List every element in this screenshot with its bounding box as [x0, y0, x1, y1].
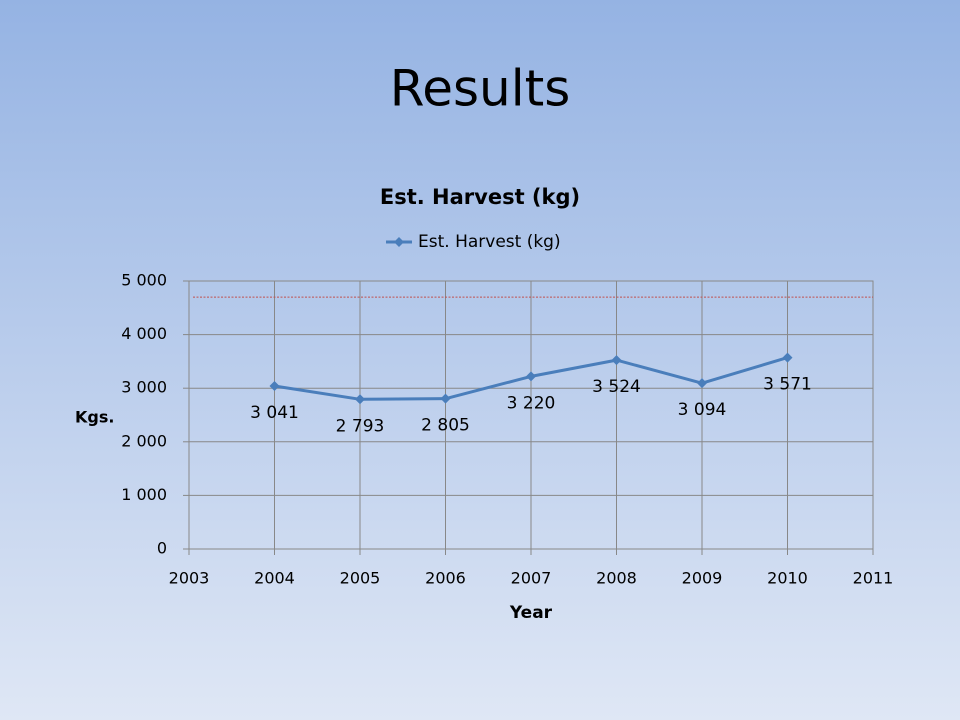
- y-tick-label: 2 000: [121, 431, 167, 450]
- marker: [440, 393, 451, 404]
- marker: [782, 352, 793, 363]
- legend-label: Est. Harvest (kg): [418, 232, 561, 252]
- x-tick-label: 2003: [169, 569, 210, 588]
- y-tick-label: 3 000: [121, 378, 167, 397]
- data-label: 3 571: [763, 375, 812, 395]
- marker: [269, 381, 280, 392]
- data-label: 3 094: [678, 400, 727, 420]
- marker: [697, 378, 707, 389]
- x-tick-label: 2004: [254, 569, 295, 588]
- marker: [355, 394, 365, 405]
- marker: [526, 371, 536, 382]
- data-label: 3 041: [250, 403, 299, 423]
- x-tick-label: 2005: [340, 569, 381, 588]
- y-tick-label: 1 000: [121, 485, 167, 504]
- x-tick-label: 2009: [682, 569, 723, 588]
- x-tick-label: 2010: [767, 569, 808, 588]
- marker: [611, 355, 622, 366]
- x-tick-label: 2006: [425, 569, 466, 588]
- y-tick-label: 5 000: [121, 271, 167, 290]
- data-label: 2 805: [421, 416, 470, 436]
- data-label: 3 524: [592, 377, 641, 397]
- data-label: 3 220: [507, 393, 556, 413]
- x-tick-label: 2011: [853, 569, 894, 588]
- legend-marker: [394, 237, 404, 247]
- y-tick-label: 0: [157, 539, 167, 558]
- chart-title: Est. Harvest (kg): [380, 185, 580, 209]
- data-label: 2 793: [336, 416, 385, 436]
- slide-title: Results: [390, 60, 571, 118]
- x-tick-label: 2008: [596, 569, 637, 588]
- x-tick-label: 2007: [511, 569, 552, 588]
- y-axis-label: Kgs.: [75, 408, 114, 427]
- y-tick-label: 4 000: [121, 324, 167, 343]
- x-axis-label: Year: [509, 603, 553, 623]
